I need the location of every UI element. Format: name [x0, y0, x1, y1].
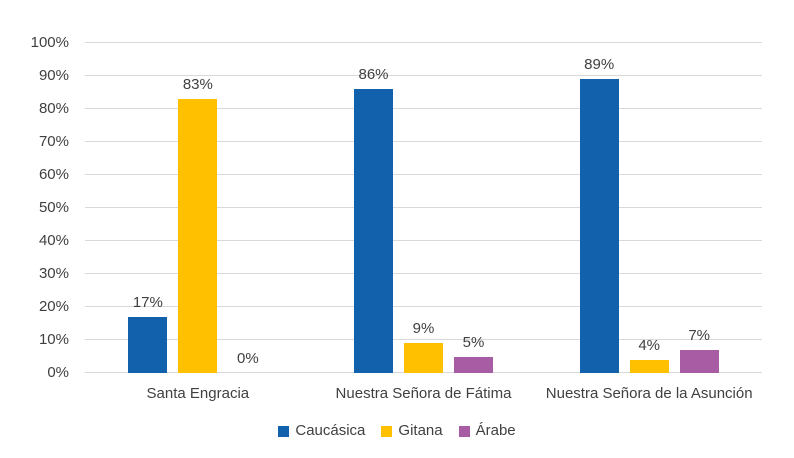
- gridline: [85, 273, 762, 274]
- gridline: [85, 207, 762, 208]
- bar-column: 86%: [354, 43, 393, 373]
- bar-arabe-nuestra-senora-de-fatima: [454, 356, 493, 373]
- x-category-label: Nuestra Señora de Fátima: [335, 385, 512, 402]
- data-label: 17%: [132, 293, 163, 311]
- legend-label: Gitana: [398, 422, 443, 439]
- y-tick-label: 40%: [38, 232, 69, 249]
- y-tick-label: 20%: [38, 298, 69, 315]
- y-tick-label: 90%: [38, 67, 69, 84]
- legend-swatch-caucasica: [278, 425, 290, 437]
- x-category-label: Nuestra Señora de la Asunción: [545, 385, 753, 402]
- gridline: [85, 141, 762, 142]
- data-label: 86%: [358, 66, 389, 84]
- y-tick-label: 80%: [38, 100, 69, 117]
- data-label: 89%: [584, 56, 615, 74]
- gridline: [85, 306, 762, 307]
- bar-gitana-nuestra-senora-de-fatima: [404, 343, 443, 373]
- legend: Caucásica Gitana Árabe: [0, 421, 794, 441]
- bar-column: 9%: [404, 43, 443, 373]
- data-label: 0%: [236, 350, 259, 367]
- gridline: [85, 75, 762, 76]
- category-group-santa-engracia: 17% 83% 0%: [85, 43, 311, 373]
- data-label: 7%: [688, 326, 711, 344]
- bar-column: 5%: [454, 43, 493, 373]
- y-tick-label: 100%: [30, 34, 69, 51]
- bar-column: 4%: [629, 43, 669, 373]
- bar-column: 17%: [128, 43, 168, 373]
- x-category-label: Santa Engracia: [146, 385, 250, 402]
- gridline: [85, 42, 762, 43]
- y-tick-label: 0%: [47, 364, 69, 381]
- gridline: [85, 108, 762, 109]
- data-label: 9%: [412, 320, 435, 338]
- legend-swatch-arabe: [458, 425, 470, 437]
- gridline: [85, 240, 762, 241]
- legend-item-gitana: Gitana: [381, 421, 443, 441]
- y-tick-label: 50%: [38, 199, 69, 216]
- bar-caucasica-nuestra-senora-de-la-asuncion: [579, 79, 619, 373]
- legend-item-arabe: Árabe: [458, 421, 516, 441]
- legend-swatch-gitana: [381, 425, 393, 437]
- bar-caucasica-santa-engracia: [128, 316, 168, 373]
- plot-area: 17% 83% 0% 86% 9% 5% 89% 4% 7%: [85, 42, 762, 373]
- category-group-nuestra-senora-de-fatima: 86% 9% 5%: [311, 43, 537, 373]
- data-label: 83%: [182, 76, 213, 94]
- y-tick-label: 10%: [38, 331, 69, 348]
- data-label: 5%: [462, 333, 485, 351]
- data-label: 4%: [638, 336, 661, 354]
- bar-column: 0%: [228, 43, 267, 373]
- y-tick-label: 70%: [38, 133, 69, 150]
- bar-groups: 17% 83% 0% 86% 9% 5% 89% 4% 7%: [85, 43, 762, 373]
- bar-column: 83%: [178, 43, 218, 373]
- category-group-nuestra-senora-de-la-asuncion: 89% 4% 7%: [536, 43, 762, 373]
- bar-arabe-nuestra-senora-de-la-asuncion: [679, 349, 719, 373]
- x-axis: Santa Engracia Nuestra Señora de Fátima Nu…: [85, 384, 762, 404]
- legend-item-caucasica: Caucásica: [278, 421, 365, 441]
- bar-gitana-santa-engracia: [178, 99, 218, 373]
- bar-column: 89%: [579, 43, 619, 373]
- legend-label: Caucásica: [295, 422, 366, 439]
- gridline: [85, 174, 762, 175]
- bar-column: 7%: [679, 43, 719, 373]
- y-tick-label: 60%: [38, 166, 69, 183]
- bar-caucasica-nuestra-senora-de-fatima: [354, 89, 393, 373]
- gridline: [85, 339, 762, 340]
- y-tick-label: 30%: [38, 265, 69, 282]
- legend-label: Árabe: [475, 422, 516, 439]
- bar-gitana-nuestra-senora-de-la-asuncion: [629, 359, 669, 373]
